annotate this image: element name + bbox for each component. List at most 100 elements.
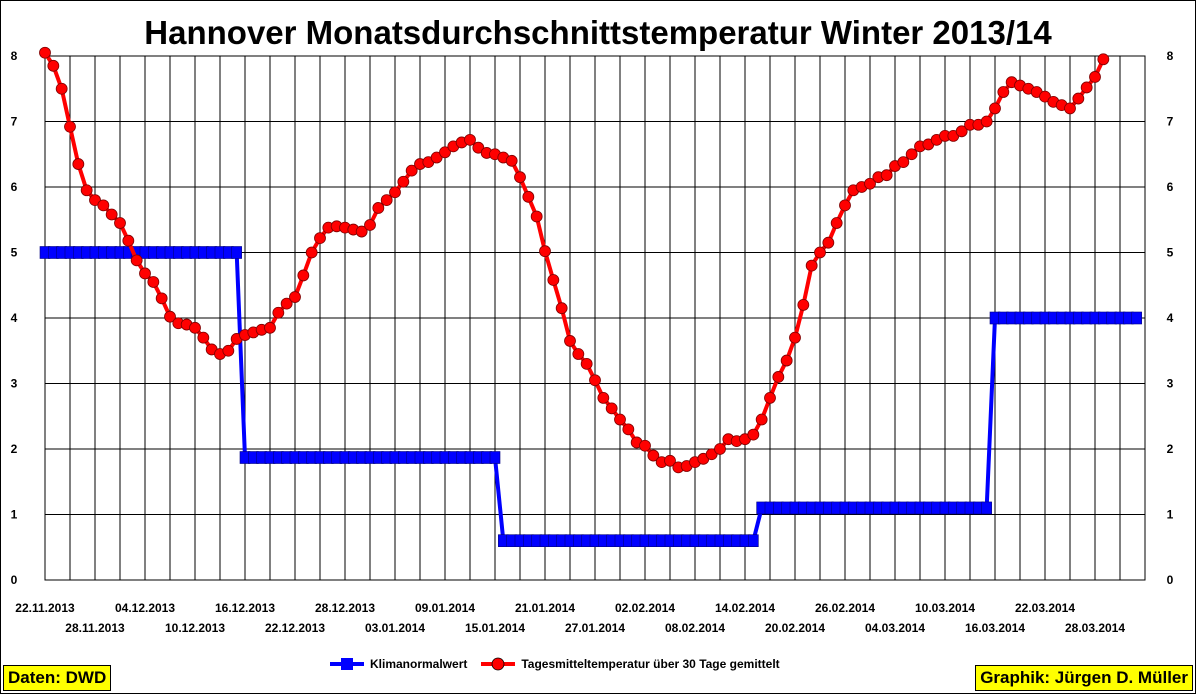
legend-swatch-red-icon (481, 657, 516, 671)
daily-marker (864, 177, 876, 190)
x-tick-label: 22.03.2014 (1015, 601, 1075, 615)
daily-marker (64, 120, 76, 133)
climate-marker (489, 451, 501, 464)
daily-marker (89, 194, 101, 207)
climate-marker (1131, 311, 1142, 325)
daily-marker (789, 331, 801, 344)
daily-marker (197, 331, 210, 344)
daily-marker (80, 184, 93, 197)
daily-marker (622, 423, 635, 436)
x-tick-label: 04.12.2013 (115, 601, 175, 615)
daily-marker (1072, 92, 1085, 105)
legend-item-klimanormalwert: Klimanormalwert (330, 657, 467, 671)
daily-marker (580, 357, 593, 370)
y-tick-label-right: 5 (1167, 246, 1174, 260)
series-klimanormalwert (39, 246, 1142, 548)
daily-marker (147, 276, 160, 288)
daily-marker (530, 210, 543, 223)
daily-marker (805, 259, 818, 272)
x-tick-label: 28.12.2013 (315, 601, 375, 615)
daily-marker (880, 169, 893, 182)
daily-marker (155, 292, 168, 305)
y-tick-label-right: 1 (1167, 508, 1174, 522)
daily-marker (47, 59, 60, 72)
legend-label-tagesmittel: Tagesmitteltemperatur über 30 Tage gemit… (521, 657, 780, 671)
x-tick-label: 09.01.2014 (415, 601, 475, 615)
climate-line (45, 250, 1137, 543)
daily-marker (305, 246, 318, 259)
daily-marker (297, 269, 310, 282)
climate-marker (748, 534, 759, 548)
y-tick-label-left: 6 (11, 180, 18, 194)
x-tick-label: 20.02.2014 (765, 621, 825, 635)
climate-marker (231, 246, 242, 259)
daily-marker (905, 148, 918, 161)
daily-marker (39, 46, 51, 59)
y-tick-label-right: 8 (1167, 49, 1174, 63)
y-tick-label-right: 4 (1167, 311, 1174, 325)
daily-marker (439, 146, 451, 159)
x-tick-label: 15.01.2014 (465, 621, 525, 635)
daily-marker (272, 306, 285, 319)
daily-marker (1097, 53, 1110, 66)
daily-marker (380, 194, 393, 207)
source-label: Daten: DWD (3, 665, 112, 691)
daily-marker (989, 102, 1001, 115)
daily-marker (997, 86, 1010, 98)
x-tick-label: 02.02.2014 (615, 601, 675, 615)
daily-marker (472, 141, 485, 154)
daily-marker (264, 321, 276, 334)
x-tick-label: 03.01.2014 (365, 621, 425, 635)
y-tick-label-left: 1 (11, 508, 18, 522)
y-tick-label-right: 0 (1167, 573, 1174, 587)
daily-marker (505, 154, 518, 167)
daily-marker (839, 199, 851, 212)
daily-marker (1064, 102, 1076, 115)
y-axis-ticks: 0 0 1 1 2 2 3 3 4 4 5 5 6 6 7 7 8 8 (11, 49, 1174, 587)
daily-marker (605, 402, 618, 415)
daily-marker (797, 298, 810, 311)
daily-marker (755, 413, 768, 426)
grid (44, 55, 1146, 581)
y-tick-label-left: 5 (11, 246, 18, 260)
daily-marker (364, 219, 376, 231)
daily-marker (130, 254, 143, 267)
x-tick-label: 21.01.2014 (515, 601, 575, 615)
series-tagesmittel (39, 46, 1110, 474)
x-tick-label: 16.12.2013 (215, 601, 275, 615)
x-tick-label: 08.02.2014 (665, 621, 725, 635)
daily-marker (589, 374, 601, 387)
daily-marker (539, 245, 551, 258)
daily-marker (389, 186, 401, 199)
x-tick-label: 22.11.2013 (15, 601, 75, 615)
daily-marker (555, 302, 568, 315)
daily-marker (289, 291, 301, 303)
daily-marker (464, 133, 476, 146)
daily-marker (764, 392, 776, 404)
legend-swatch-blue-icon (330, 658, 364, 670)
daily-marker (714, 443, 726, 455)
daily-marker (980, 115, 993, 128)
daily-marker (1039, 90, 1051, 103)
daily-marker (222, 344, 235, 357)
daily-marker (772, 371, 785, 383)
x-tick-label: 22.12.2013 (265, 621, 325, 635)
daily-marker (97, 199, 110, 212)
y-tick-label-right: 3 (1167, 377, 1174, 391)
legend-item-tagesmittel: Tagesmitteltemperatur über 30 Tage gemit… (481, 657, 780, 671)
daily-marker (405, 164, 418, 177)
x-tick-label: 14.02.2014 (715, 601, 775, 615)
x-tick-label: 10.12.2013 (165, 621, 225, 635)
y-tick-label-right: 2 (1167, 442, 1174, 456)
daily-marker (372, 202, 385, 214)
daily-marker (597, 392, 610, 404)
legend-label-klimanormalwert: Klimanormalwert (370, 657, 468, 671)
daily-marker (1089, 71, 1101, 83)
daily-marker (397, 175, 410, 188)
y-tick-label-right: 6 (1167, 180, 1174, 194)
y-tick-label-left: 2 (11, 442, 18, 456)
daily-marker (614, 413, 626, 426)
daily-marker (164, 310, 176, 323)
daily-marker (564, 335, 576, 347)
